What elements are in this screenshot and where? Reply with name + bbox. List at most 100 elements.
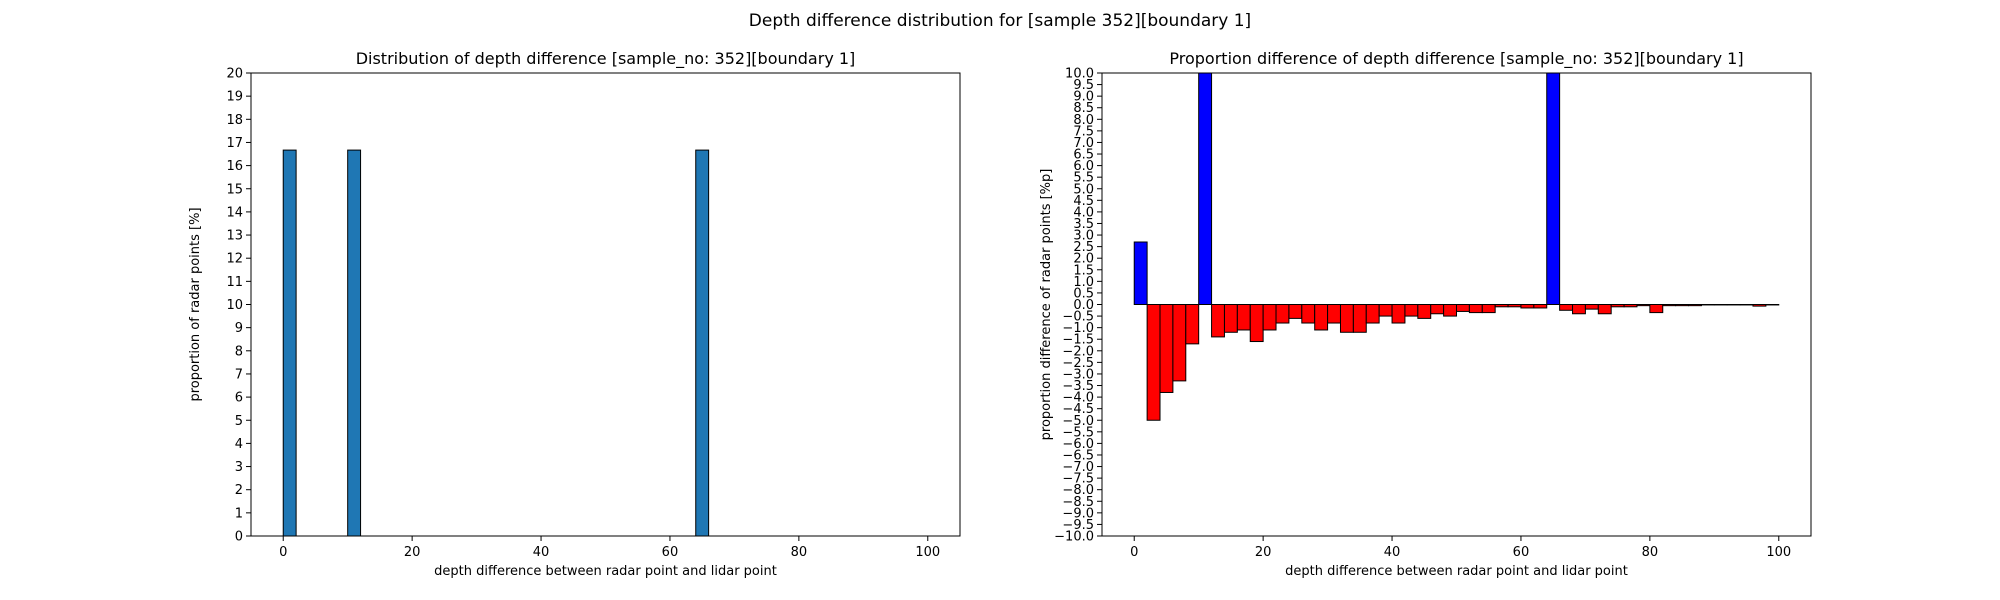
x-tick-label-0: 0 bbox=[1130, 545, 1138, 560]
x-tick-label-5: 100 bbox=[1766, 545, 1791, 560]
x-tick-label-5: 100 bbox=[915, 545, 940, 560]
bar-2 bbox=[695, 149, 710, 537]
bar-20 bbox=[1391, 304, 1406, 324]
bar-8 bbox=[1236, 304, 1251, 331]
y-tick-label-5: −7.5 bbox=[1062, 472, 1094, 487]
y-tick-label-37: 8.5 bbox=[1073, 101, 1094, 116]
chart-title: Proportion difference of depth differenc… bbox=[1169, 49, 1743, 69]
bar-19 bbox=[1378, 304, 1393, 317]
y-tick-label-14: −3.0 bbox=[1062, 367, 1094, 382]
y-tick-label-28: 4.0 bbox=[1073, 205, 1094, 220]
bar-36 bbox=[1597, 304, 1612, 315]
y-tick-label-23: 1.5 bbox=[1073, 263, 1094, 278]
y-tick-label-20: 20 bbox=[226, 67, 243, 82]
y-tick-label-11: 11 bbox=[226, 275, 243, 290]
bar-21 bbox=[1404, 304, 1419, 317]
y-tick-label-27: 3.5 bbox=[1073, 217, 1094, 232]
bar-14 bbox=[1314, 304, 1329, 331]
y-tick-label-16: −2.0 bbox=[1062, 344, 1094, 359]
bar-23 bbox=[1430, 304, 1445, 315]
bar-41 bbox=[1662, 304, 1677, 307]
bar-39 bbox=[1636, 304, 1651, 307]
bar-9 bbox=[1249, 304, 1264, 343]
y-tick-label-15: 15 bbox=[226, 182, 243, 197]
y-tick-label-15: −2.5 bbox=[1062, 356, 1094, 371]
bar-35 bbox=[1584, 304, 1599, 310]
bar-48 bbox=[1752, 304, 1767, 307]
bar-30 bbox=[1520, 304, 1535, 309]
y-tick-label-10: 10 bbox=[226, 298, 243, 313]
y-tick-label-20: 0.0 bbox=[1073, 298, 1094, 313]
y-tick-label-34: 7.0 bbox=[1073, 136, 1094, 151]
bar-32 bbox=[1546, 72, 1561, 305]
y-tick-label-7: 7 bbox=[235, 367, 243, 382]
y-tick-label-26: 3.0 bbox=[1073, 229, 1094, 244]
y-tick-label-6: 6 bbox=[235, 391, 243, 406]
bar-18 bbox=[1365, 304, 1380, 324]
bar-10 bbox=[1262, 304, 1277, 331]
y-tick-label-4: 4 bbox=[235, 437, 243, 452]
bar-3 bbox=[1172, 304, 1187, 382]
x-tick-label-4: 80 bbox=[791, 545, 808, 560]
y-tick-label-16: 16 bbox=[226, 159, 243, 174]
x-tick-label-1: 20 bbox=[1255, 545, 1272, 560]
x-tick-label-2: 40 bbox=[533, 545, 550, 560]
y-tick-label-6: −7.0 bbox=[1062, 460, 1094, 475]
y-tick-label-2: −9.0 bbox=[1062, 506, 1094, 521]
bar-15 bbox=[1327, 304, 1341, 324]
y-tick-label-4: −8.0 bbox=[1062, 483, 1094, 498]
bar-28 bbox=[1494, 304, 1509, 308]
x-axis-label: depth difference between radar point and… bbox=[434, 564, 777, 579]
y-tick-label-24: 2.0 bbox=[1073, 252, 1094, 267]
chart-title: Distribution of depth difference [sample… bbox=[356, 49, 856, 69]
x-tick-label-2: 40 bbox=[1384, 545, 1401, 560]
x-tick-label-4: 80 bbox=[1642, 545, 1659, 560]
y-tick-label-25: 2.5 bbox=[1073, 240, 1094, 255]
y-tick-label-39: 9.5 bbox=[1073, 78, 1094, 93]
bar-22 bbox=[1417, 304, 1432, 319]
bar-29 bbox=[1507, 304, 1522, 308]
y-tick-label-3: −8.5 bbox=[1062, 495, 1094, 510]
right-chart-proportion-difference: 0 20 40 60 80 100 −10.0−9.5−9.0−8.5−8.0−7.5−7.… bbox=[1039, 49, 1812, 579]
y-tick-label-9: −5.5 bbox=[1062, 425, 1094, 440]
y-tick-label-22: 1.0 bbox=[1073, 275, 1094, 290]
y-tick-label-35: 7.5 bbox=[1073, 124, 1094, 139]
y-tick-label-14: 14 bbox=[226, 205, 243, 220]
bar-5 bbox=[1198, 72, 1213, 305]
y-tick-label-17: −1.5 bbox=[1062, 333, 1094, 348]
bar-26 bbox=[1468, 304, 1483, 314]
bar-0 bbox=[1133, 241, 1148, 305]
x-tick-label-3: 60 bbox=[1513, 545, 1530, 560]
y-tick-label-18: −1.0 bbox=[1062, 321, 1094, 336]
bar-40 bbox=[1649, 304, 1664, 314]
bar-6 bbox=[1211, 304, 1225, 338]
y-tick-label-12: −4.0 bbox=[1062, 391, 1094, 406]
x-tick-label-1: 20 bbox=[404, 545, 421, 560]
bar-2 bbox=[1159, 304, 1174, 393]
y-tick-label-36: 8.0 bbox=[1073, 113, 1094, 128]
y-tick-label-0: −10.0 bbox=[1054, 530, 1094, 545]
y-tick-label-13: −3.5 bbox=[1062, 379, 1094, 394]
y-tick-label-10: −5.0 bbox=[1062, 414, 1094, 429]
y-tick-label-32: 6.0 bbox=[1073, 159, 1094, 174]
bar-17 bbox=[1352, 304, 1367, 333]
y-tick-label-1: −9.5 bbox=[1062, 518, 1094, 533]
y-tick-label-31: 5.5 bbox=[1073, 171, 1094, 186]
y-tick-label-7: −6.5 bbox=[1062, 448, 1094, 463]
bar-12 bbox=[1288, 304, 1303, 319]
y-tick-label-8: −6.0 bbox=[1062, 437, 1094, 452]
bar-16 bbox=[1339, 304, 1354, 333]
bar-43 bbox=[1688, 304, 1702, 307]
y-tick-label-12: 12 bbox=[226, 252, 243, 267]
y-tick-label-40: 10.0 bbox=[1065, 67, 1094, 82]
x-axis-label: depth difference between radar point and… bbox=[1285, 564, 1628, 579]
y-tick-label-19: −0.5 bbox=[1062, 310, 1094, 325]
y-tick-label-2: 2 bbox=[235, 483, 243, 498]
bar-4 bbox=[1185, 304, 1200, 345]
figure-suptitle: Depth difference distribution for [sampl… bbox=[749, 11, 1251, 31]
y-tick-label-3: 3 bbox=[235, 460, 243, 475]
y-tick-label-33: 6.5 bbox=[1073, 148, 1094, 163]
bar-27 bbox=[1481, 304, 1496, 314]
y-axis-label: proportion difference of radar points [%… bbox=[1039, 169, 1054, 441]
